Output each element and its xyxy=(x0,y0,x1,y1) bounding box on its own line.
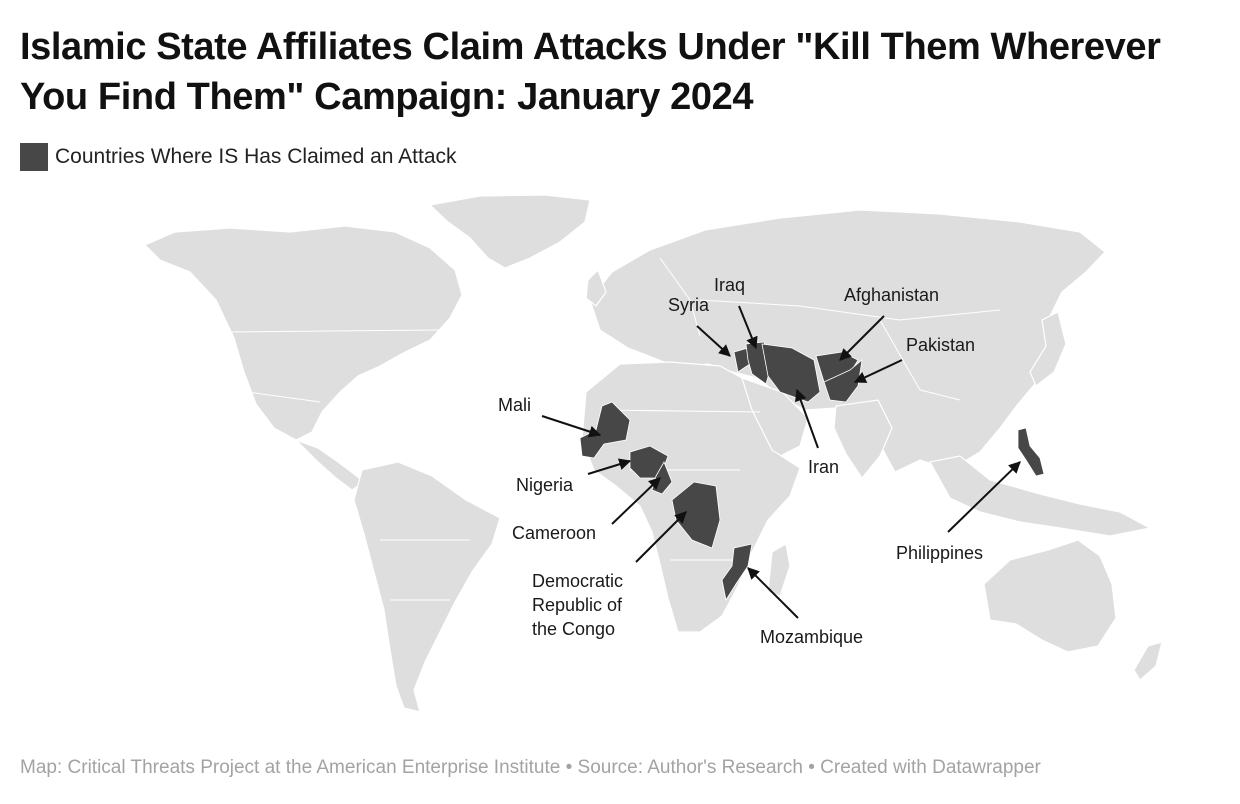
arrow-iran xyxy=(795,388,819,449)
label-drc-line-3: the Congo xyxy=(532,619,615,639)
border-russia-south xyxy=(699,299,1001,321)
legend-label: Countries Where IS Has Claimed an Attack xyxy=(55,145,457,168)
land-south-america xyxy=(353,461,501,713)
land-new-zealand xyxy=(1133,641,1163,681)
border-layer xyxy=(225,257,1001,601)
border-south-america xyxy=(380,539,470,601)
label-mozambique: Mozambique xyxy=(760,627,863,647)
label-nigeria: Nigeria xyxy=(516,475,574,495)
label-mali: Mali xyxy=(498,395,531,415)
arrow-mali xyxy=(541,415,602,438)
border-africa-north xyxy=(599,409,761,413)
arrow-nigeria xyxy=(587,458,632,475)
country-mozambique xyxy=(721,543,753,602)
label-iran: Iran xyxy=(808,457,839,477)
world-map: Syria Iraq Afghanistan Pakistan Iran Mal… xyxy=(143,194,1163,713)
label-drc: Democratic Republic of the Congo xyxy=(532,571,628,639)
land-australia xyxy=(983,539,1117,653)
land-greenland xyxy=(428,194,591,269)
land-madagascar xyxy=(767,543,791,597)
label-iraq: Iraq xyxy=(714,275,745,295)
map-title: Islamic State Affiliates Claim Attacks U… xyxy=(20,26,1161,118)
arrow-afghanistan xyxy=(839,315,885,361)
land-india xyxy=(833,399,893,480)
border-china-west xyxy=(879,319,961,401)
country-mali xyxy=(579,401,631,459)
arrow-mozambique xyxy=(747,567,799,619)
label-philippines: Philippines xyxy=(896,543,983,563)
land-central-america xyxy=(295,439,366,491)
land-southeast-asia xyxy=(929,455,1152,537)
land-uk xyxy=(585,268,607,307)
label-pakistan: Pakistan xyxy=(906,335,975,355)
border-europe-asia xyxy=(659,257,701,337)
arrow-iraq xyxy=(738,305,758,350)
arrow-pakistan xyxy=(853,359,903,383)
arrow-drc xyxy=(635,511,687,563)
label-drc-line-2: Republic of xyxy=(532,595,623,615)
land-north-america xyxy=(143,225,463,441)
border-us-canada xyxy=(225,329,441,333)
footer-credits: Map: Critical Threats Project at the Ame… xyxy=(20,757,1041,778)
arrow-cameroon xyxy=(611,477,661,525)
label-cameroon: Cameroon xyxy=(512,523,596,543)
callouts: Syria Iraq Afghanistan Pakistan Iran Mal… xyxy=(498,275,1021,647)
border-us-mexico xyxy=(247,391,321,403)
arrow-philippines xyxy=(947,461,1021,533)
label-drc-line-1: Democratic xyxy=(532,571,623,591)
label-afghanistan: Afghanistan xyxy=(844,285,939,305)
land-japan xyxy=(1029,311,1067,387)
country-iran xyxy=(761,343,821,403)
arrow-syria xyxy=(696,325,731,357)
country-philippines xyxy=(1017,427,1045,477)
country-pakistan xyxy=(823,359,863,403)
legend: Countries Where IS Has Claimed an Attack xyxy=(20,142,457,172)
label-syria: Syria xyxy=(668,295,710,315)
land-europe-asia xyxy=(589,209,1106,473)
legend-swatch xyxy=(20,143,48,171)
